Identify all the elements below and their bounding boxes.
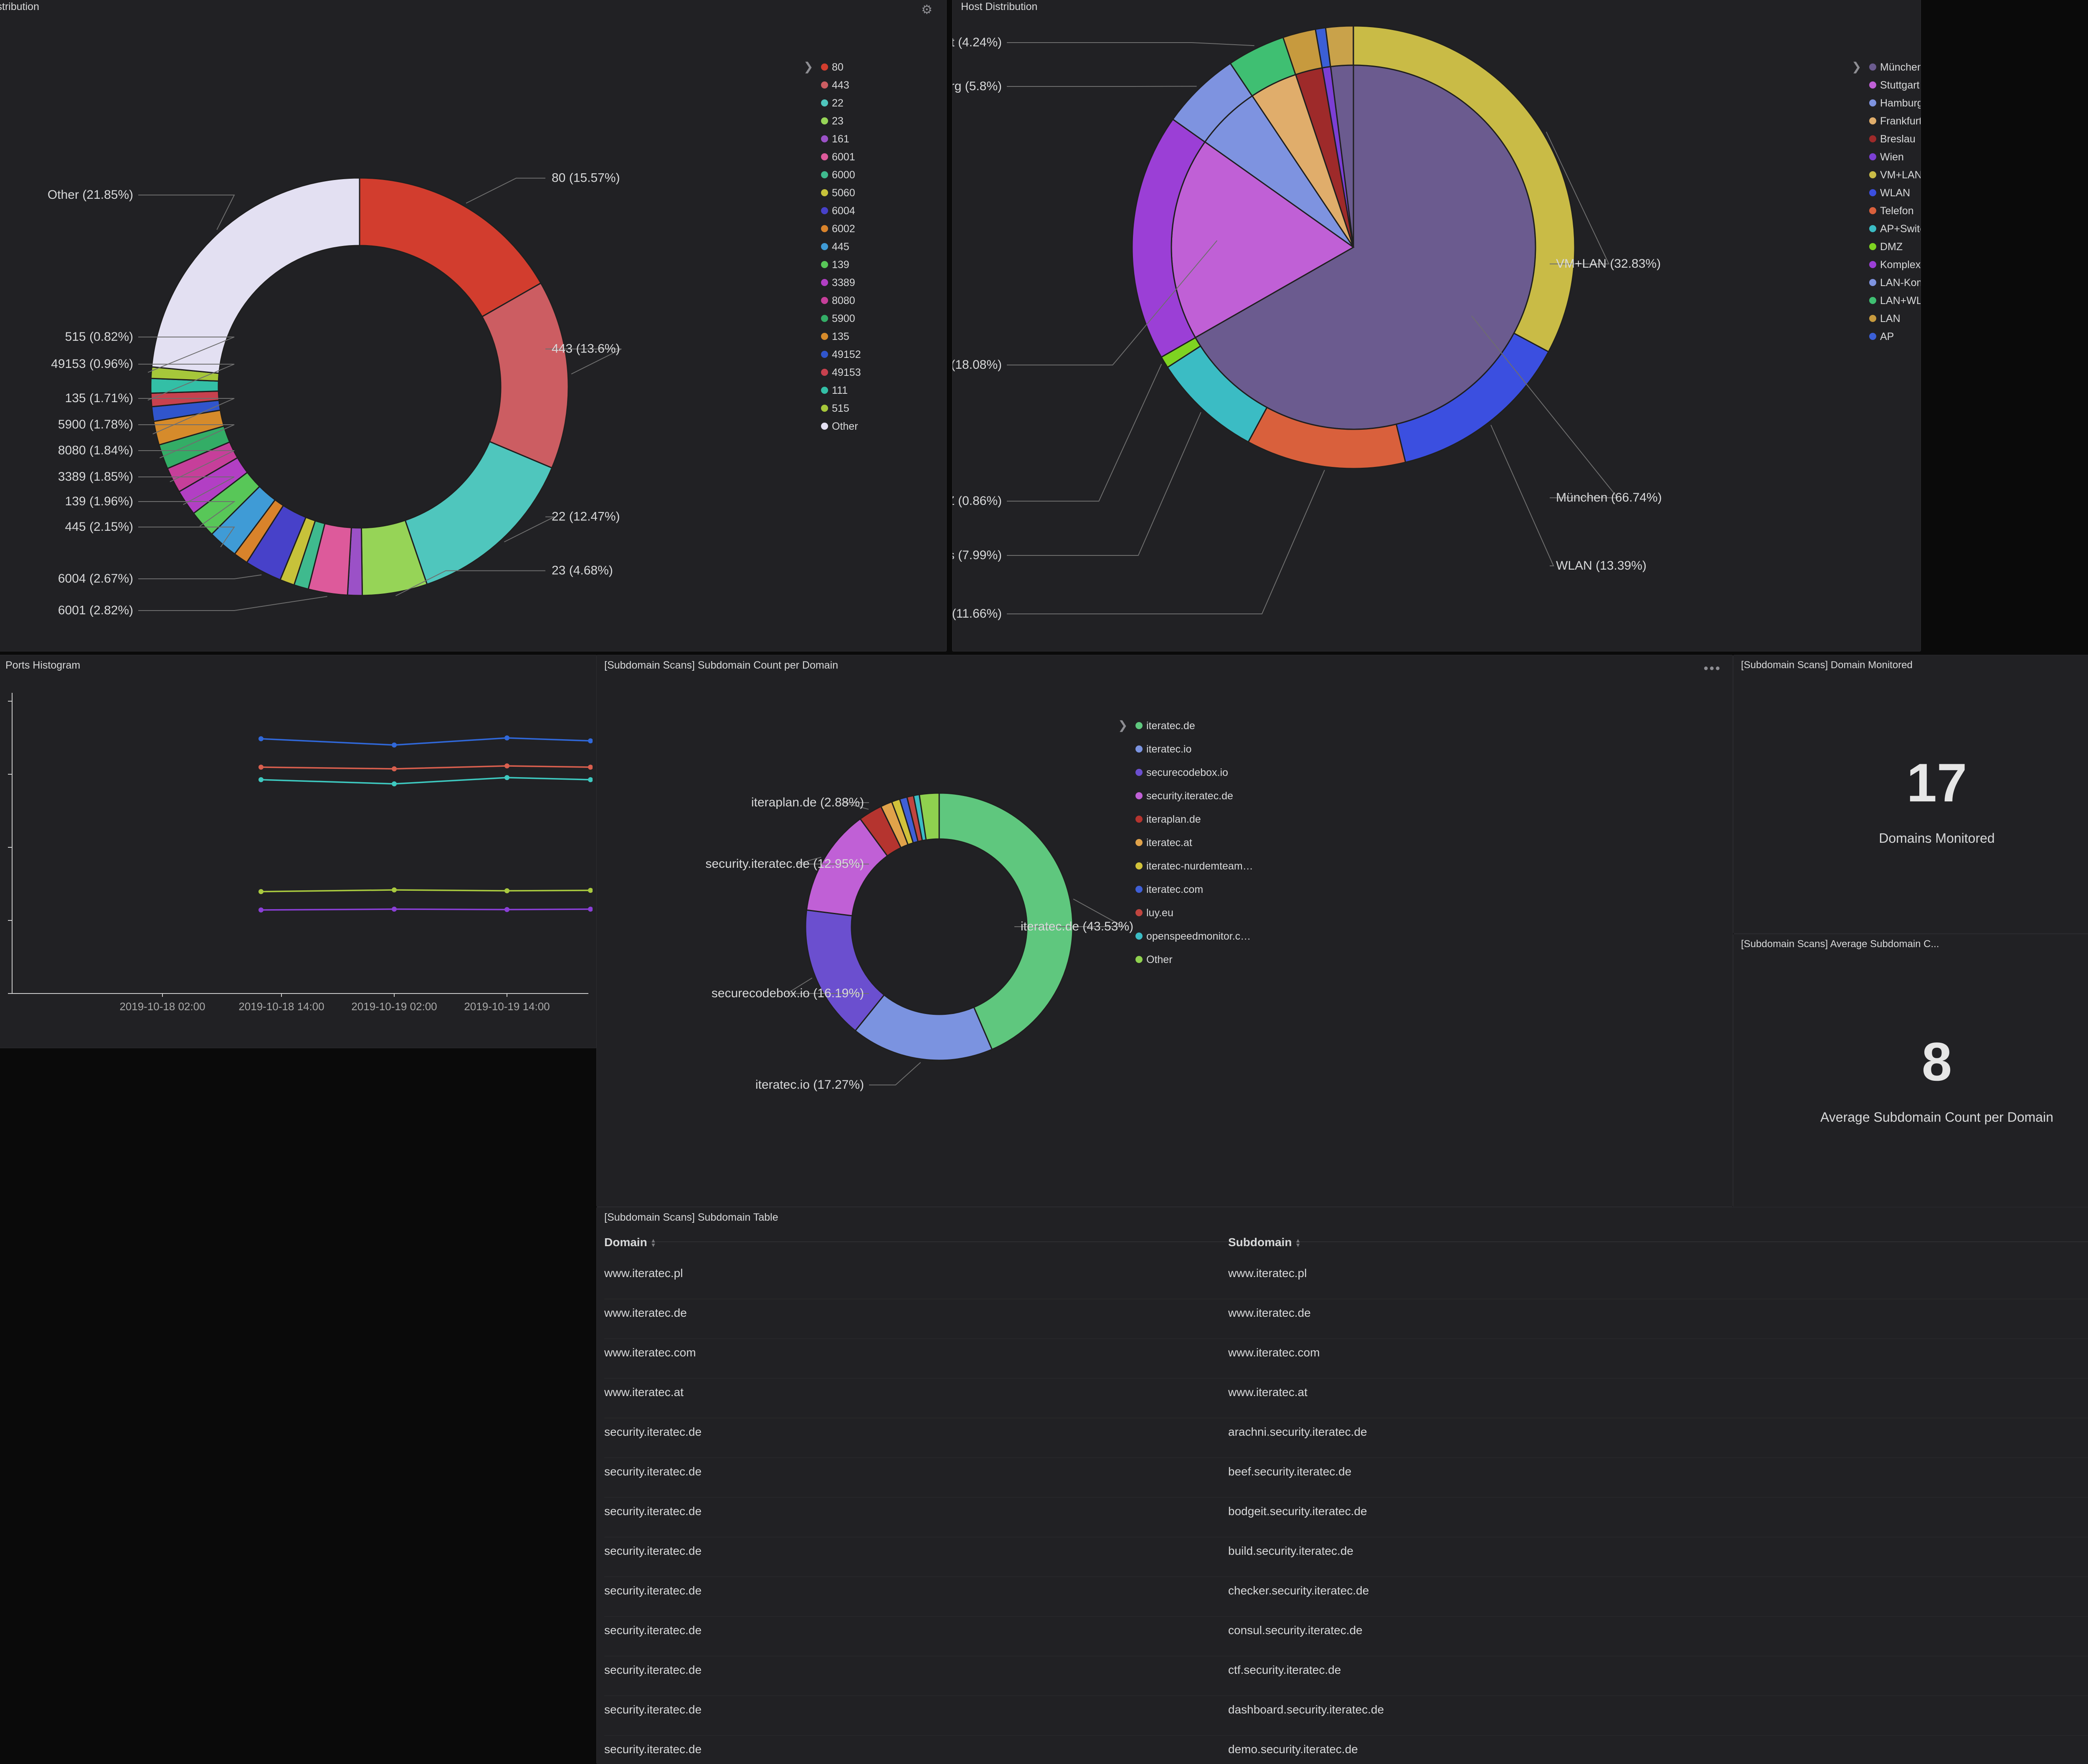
svg-text:2019-10-18 14:00: 2019-10-18 14:00 — [238, 1000, 324, 1013]
svg-text:2019-10-19 02:00: 2019-10-19 02:00 — [351, 1000, 437, 1013]
svg-text:2019-10-19 14:00: 2019-10-19 14:00 — [464, 1000, 550, 1013]
svg-text:2019-10-18 02:00: 2019-10-18 02:00 — [119, 1000, 205, 1013]
